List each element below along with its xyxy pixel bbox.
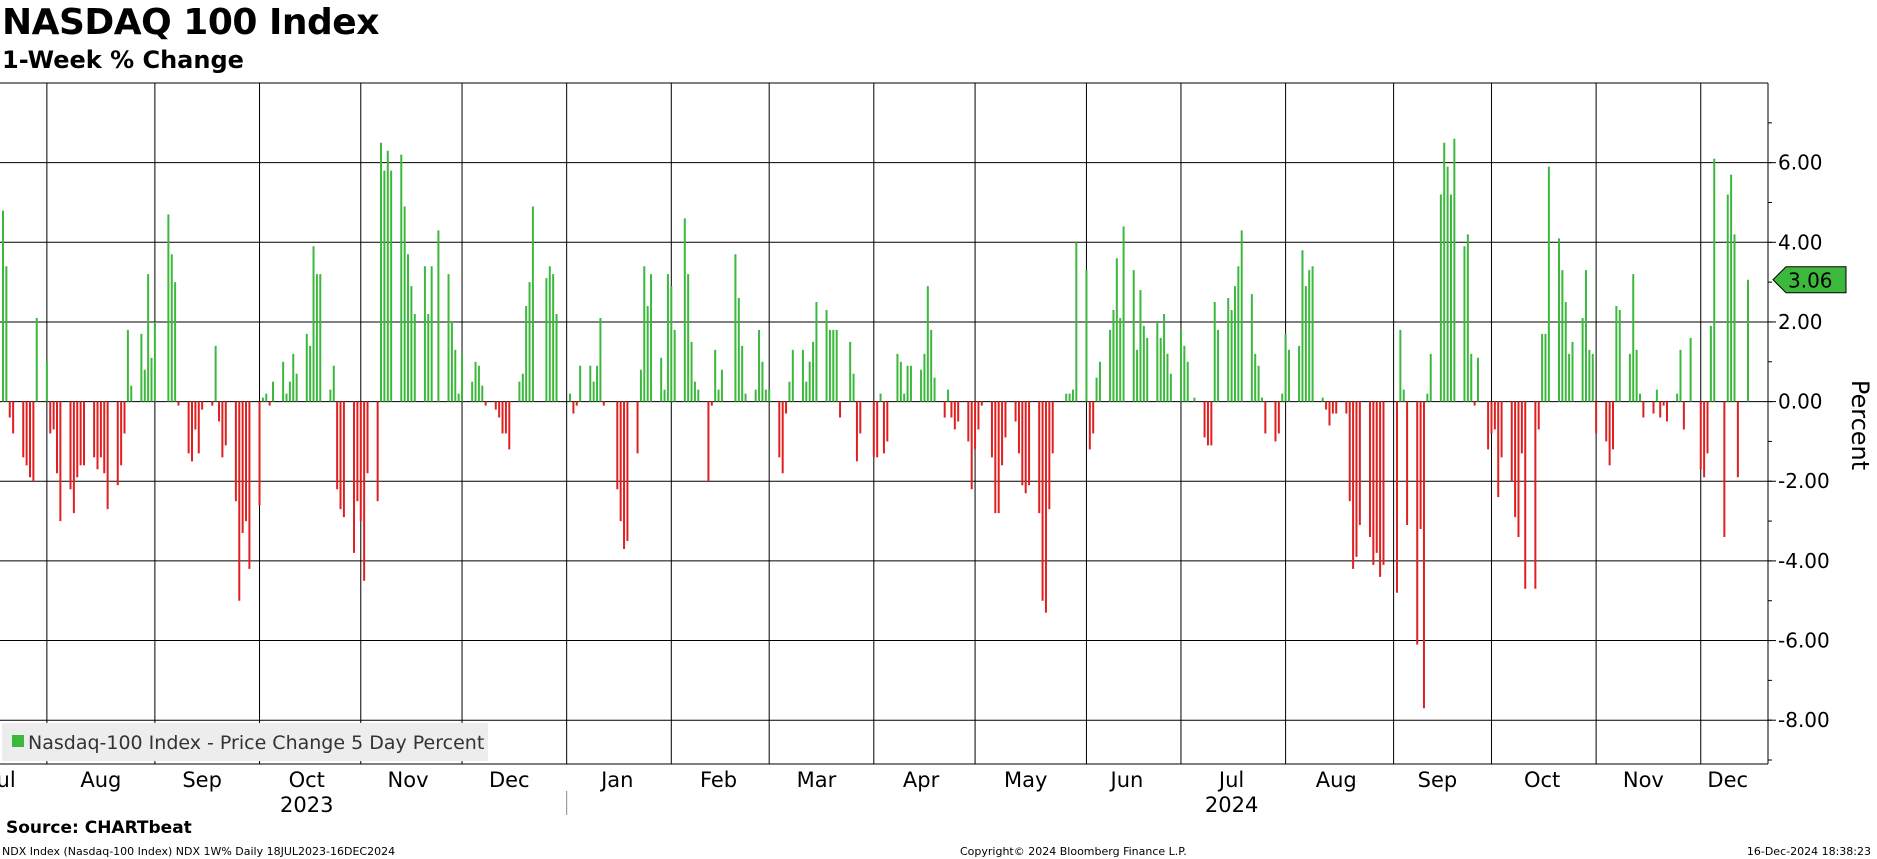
legend: Nasdaq-100 Index - Price Change 5 Day Pe… <box>2 723 488 761</box>
x-tick-label: Aug <box>80 768 121 792</box>
legend-swatch <box>12 735 24 747</box>
x-tick-label: Mar <box>797 768 837 792</box>
copyright-note: Copyright© 2024 Bloomberg Finance L.P. <box>960 845 1187 858</box>
y-tick-label: 0.00 <box>1778 390 1823 414</box>
x-tick-label: May <box>1004 768 1047 792</box>
y-tick-label: -4.00 <box>1778 549 1830 573</box>
last-value-label: 3.06 <box>1788 269 1833 293</box>
y-axis-label: Percent <box>1846 380 1874 470</box>
y-tick-label: 6.00 <box>1778 151 1823 175</box>
bar-chart: 6.00 4.00 2.00 0.00 -2.00 -4.00 -6.00 -8.00 Perc… <box>0 82 1874 817</box>
x-tick-label: Sep <box>182 768 222 792</box>
x-tick-label: Jul <box>0 768 16 792</box>
x-tick-label: Aug <box>1316 768 1357 792</box>
y-tick-label: -2.00 <box>1778 469 1830 493</box>
x-tick-label: Apr <box>903 768 940 792</box>
y-tick-label: 4.00 <box>1778 230 1823 254</box>
last-value-marker: 3.06 <box>1772 266 1847 294</box>
x-tick-label: Jun <box>1109 768 1144 792</box>
x-tick-label: Oct <box>1524 768 1560 792</box>
x-tick-label: Feb <box>700 768 737 792</box>
x-tick-label: Jul <box>1217 768 1244 792</box>
legend-box <box>2 723 488 761</box>
y-tick-label: -8.00 <box>1778 708 1830 732</box>
y-tick-label: 2.00 <box>1778 310 1823 334</box>
x-year-label: 2024 <box>1205 793 1258 817</box>
x-tick-label: Sep <box>1418 768 1458 792</box>
chart-title: NASDAQ 100 Index <box>2 2 379 43</box>
ticker-info: NDX Index (Nasdaq-100 Index) NDX 1W% Dai… <box>2 845 396 858</box>
chart-subtitle: 1-Week % Change <box>2 46 244 74</box>
y-tick-label: -6.00 <box>1778 629 1830 653</box>
bars-layer <box>2 138 1749 709</box>
x-tick-label: Jan <box>599 768 633 792</box>
x-tick-label: Dec <box>489 768 530 792</box>
x-tick-label: Dec <box>1707 768 1748 792</box>
legend-label: Nasdaq-100 Index - Price Change 5 Day Pe… <box>28 732 484 754</box>
timestamp: 16-Dec-2024 18:38:23 <box>1746 845 1871 858</box>
source-note: Source: CHARTbeat <box>6 818 192 838</box>
axis-layer: 6.00 4.00 2.00 0.00 -2.00 -4.00 -6.00 -8.00 Perc… <box>0 82 1874 817</box>
last-value-box <box>1772 266 1847 294</box>
x-tick-label: Nov <box>1623 768 1664 792</box>
x-tick-label: Oct <box>289 768 325 792</box>
x-year-label: 2023 <box>280 793 333 817</box>
x-tick-label: Nov <box>388 768 429 792</box>
